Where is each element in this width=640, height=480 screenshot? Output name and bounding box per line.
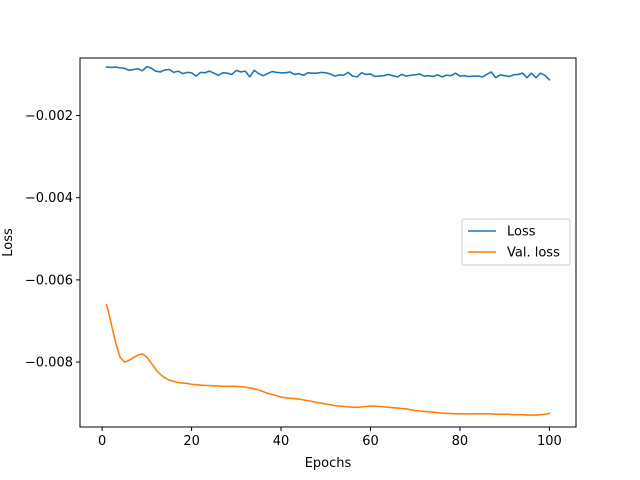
series-layer bbox=[105, 65, 551, 416]
y-tick-label: −0.002 bbox=[25, 109, 73, 124]
y-tick-label: −0.008 bbox=[25, 356, 73, 371]
legend-entry-label: Loss bbox=[507, 225, 536, 240]
x-tick-label: 80 bbox=[452, 434, 469, 449]
legend-entry-label: Val. loss bbox=[507, 246, 560, 261]
y-axis: −0.008 −0.006 −0.004 −0.002 bbox=[25, 109, 80, 371]
x-tick-label: 40 bbox=[273, 434, 290, 449]
legend: Loss Val. loss bbox=[461, 218, 571, 266]
y-axis-label: Loss bbox=[1, 228, 16, 257]
axes-frame bbox=[79, 57, 577, 428]
series-line-2 bbox=[105, 303, 551, 416]
series-line-1 bbox=[105, 65, 551, 81]
x-axis-label: Epochs bbox=[305, 456, 352, 471]
x-tick-label: 100 bbox=[537, 434, 562, 449]
x-axis: 0 20 40 60 80 100 bbox=[98, 427, 562, 449]
y-tick-label: −0.004 bbox=[25, 191, 73, 206]
x-tick-label: 60 bbox=[362, 434, 379, 449]
x-tick-label: 20 bbox=[183, 434, 200, 449]
y-tick-label: −0.006 bbox=[25, 273, 73, 288]
x-tick-label: 0 bbox=[98, 434, 106, 449]
